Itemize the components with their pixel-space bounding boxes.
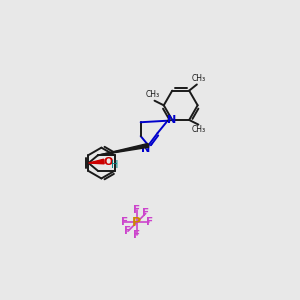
- Text: F: F: [142, 208, 149, 218]
- Polygon shape: [98, 143, 149, 155]
- Text: F: F: [133, 205, 140, 215]
- Text: CH₃: CH₃: [146, 90, 160, 99]
- Text: N: N: [141, 144, 150, 154]
- Text: F: F: [133, 230, 140, 240]
- Text: F: F: [121, 217, 128, 227]
- Text: F: F: [124, 226, 131, 236]
- Text: P: P: [132, 216, 141, 229]
- Text: CH₃: CH₃: [191, 74, 206, 83]
- Text: O: O: [104, 157, 113, 166]
- Text: H: H: [111, 160, 118, 170]
- Text: F: F: [146, 217, 153, 227]
- Text: CH₃: CH₃: [191, 125, 206, 134]
- Text: ⁺: ⁺: [148, 142, 153, 151]
- Text: N: N: [167, 115, 176, 125]
- Polygon shape: [88, 159, 104, 164]
